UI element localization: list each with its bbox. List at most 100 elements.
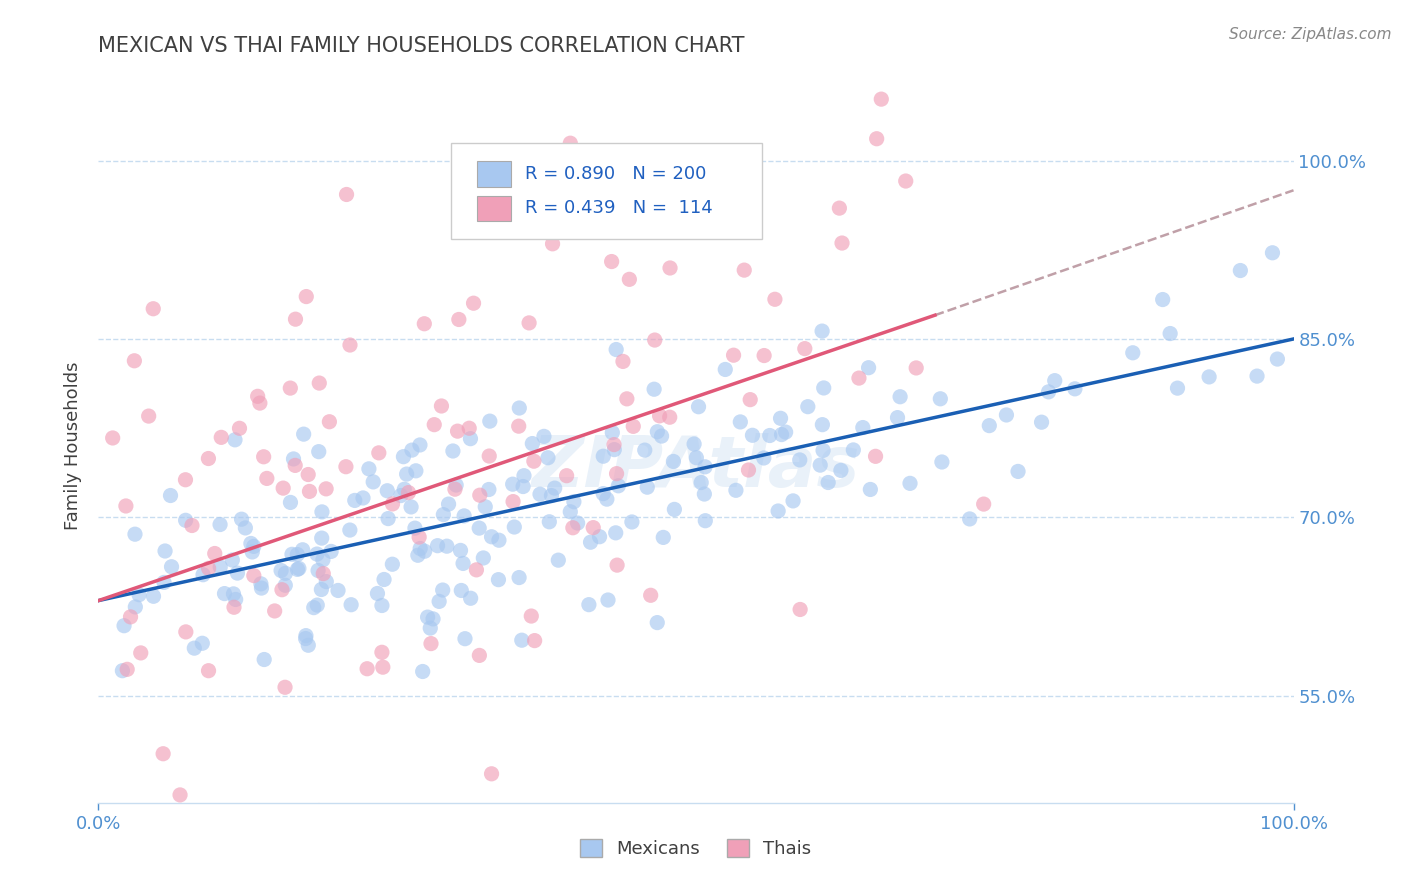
Point bbox=[596, 492, 619, 507]
Point bbox=[562, 494, 585, 508]
Point bbox=[547, 553, 569, 567]
Point bbox=[741, 428, 763, 442]
Point bbox=[1159, 326, 1181, 341]
Point bbox=[1122, 346, 1144, 360]
Point bbox=[555, 468, 578, 483]
Point bbox=[274, 566, 297, 581]
Point bbox=[644, 333, 666, 347]
Point bbox=[112, 618, 135, 632]
Point bbox=[811, 417, 834, 432]
Point bbox=[191, 567, 214, 582]
Point bbox=[297, 638, 319, 652]
Point bbox=[447, 312, 470, 326]
Point bbox=[894, 174, 917, 188]
Point bbox=[436, 539, 458, 553]
Point bbox=[394, 482, 416, 496]
Point bbox=[578, 598, 600, 612]
Point bbox=[197, 664, 219, 678]
Y-axis label: Family Households: Family Households bbox=[65, 362, 83, 530]
Point bbox=[643, 382, 665, 396]
Point bbox=[315, 574, 337, 589]
Text: ZIPAtlas: ZIPAtlas bbox=[531, 433, 860, 502]
Point bbox=[640, 588, 662, 602]
Point bbox=[688, 400, 710, 414]
Point bbox=[183, 641, 205, 656]
Point bbox=[271, 481, 294, 495]
Point bbox=[274, 680, 297, 694]
Point bbox=[395, 467, 418, 481]
Point bbox=[503, 520, 526, 534]
Point bbox=[645, 615, 668, 630]
Point bbox=[283, 452, 305, 467]
Point bbox=[995, 408, 1018, 422]
Point bbox=[287, 562, 309, 576]
Point bbox=[651, 429, 673, 443]
Point bbox=[253, 652, 276, 666]
Point bbox=[263, 604, 285, 618]
Point bbox=[538, 515, 561, 529]
Point bbox=[250, 577, 273, 591]
Point bbox=[699, 154, 721, 169]
Point bbox=[1043, 374, 1066, 388]
Point bbox=[614, 70, 637, 85]
Point bbox=[153, 544, 176, 558]
Point bbox=[340, 598, 363, 612]
Point bbox=[181, 518, 204, 533]
Point bbox=[426, 539, 449, 553]
Point bbox=[733, 263, 755, 277]
Point bbox=[603, 442, 626, 457]
Point bbox=[450, 543, 472, 558]
Point bbox=[1246, 369, 1268, 384]
Point bbox=[101, 431, 124, 445]
Point bbox=[312, 553, 335, 567]
Point bbox=[222, 587, 245, 601]
Point bbox=[797, 400, 820, 414]
Point bbox=[444, 478, 467, 492]
Point bbox=[256, 471, 278, 485]
Point bbox=[371, 599, 394, 613]
Point bbox=[298, 484, 321, 499]
Point bbox=[769, 411, 792, 425]
Point bbox=[174, 624, 197, 639]
Point bbox=[432, 582, 454, 597]
Point bbox=[115, 662, 138, 676]
Point bbox=[813, 381, 835, 395]
Point bbox=[375, 483, 398, 498]
Point bbox=[664, 502, 686, 516]
Point bbox=[305, 547, 328, 561]
Point bbox=[246, 389, 269, 403]
Point bbox=[685, 450, 707, 465]
Point bbox=[865, 450, 887, 464]
Point bbox=[308, 376, 330, 390]
Point bbox=[315, 482, 337, 496]
Point bbox=[318, 415, 340, 429]
Point bbox=[592, 449, 614, 463]
Point bbox=[478, 449, 501, 463]
Point bbox=[427, 594, 450, 608]
Point bbox=[1267, 352, 1289, 367]
Point bbox=[308, 804, 330, 818]
Point bbox=[392, 450, 415, 464]
Point bbox=[544, 481, 567, 495]
Point bbox=[647, 425, 669, 439]
Point bbox=[115, 499, 138, 513]
Point bbox=[373, 573, 395, 587]
Point bbox=[399, 500, 422, 514]
Point bbox=[197, 451, 219, 466]
Point bbox=[169, 788, 191, 802]
Point bbox=[285, 548, 308, 562]
Point bbox=[197, 561, 219, 575]
Point bbox=[621, 419, 644, 434]
Point bbox=[307, 564, 329, 578]
Point bbox=[249, 396, 271, 410]
Point bbox=[852, 420, 875, 434]
Point bbox=[540, 489, 562, 503]
Point bbox=[634, 443, 657, 458]
Point bbox=[174, 513, 197, 527]
Point bbox=[662, 454, 685, 468]
Text: Source: ZipAtlas.com: Source: ZipAtlas.com bbox=[1229, 27, 1392, 42]
Point bbox=[291, 542, 314, 557]
Point bbox=[284, 458, 307, 473]
Point bbox=[312, 566, 335, 581]
Point bbox=[606, 467, 628, 481]
